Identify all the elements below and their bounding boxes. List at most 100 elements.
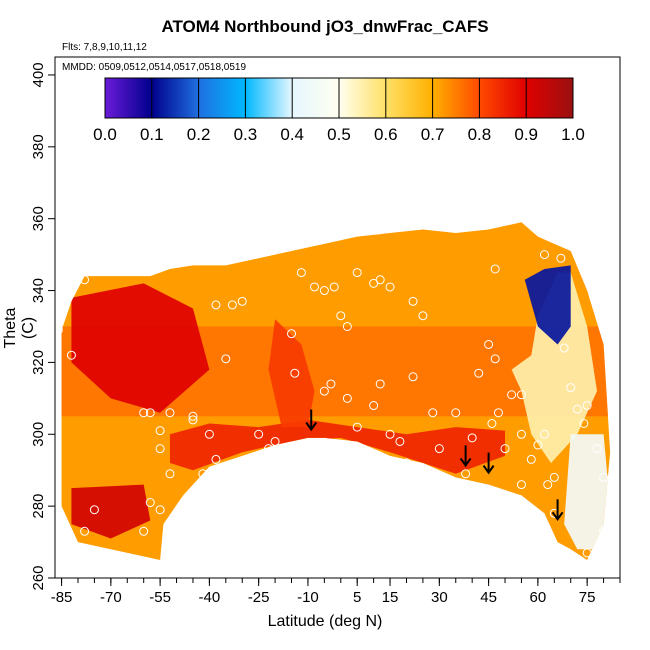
sample-point bbox=[237, 296, 247, 306]
sample-point bbox=[474, 368, 484, 378]
sample-point bbox=[145, 408, 155, 418]
sample-point bbox=[342, 393, 352, 403]
sample-point bbox=[385, 282, 395, 292]
sample-point bbox=[582, 548, 592, 558]
field-region bbox=[71, 484, 151, 539]
axes: -85 -70 -55 -40 -25 -10 5 15 30 45 60 75 260 280 300 32… bbox=[30, 56, 621, 606]
x-tick-label: 30 bbox=[431, 589, 448, 606]
sample-point bbox=[188, 415, 198, 425]
sample-point bbox=[401, 458, 411, 468]
sample-point bbox=[408, 296, 418, 306]
sample-point bbox=[418, 311, 428, 321]
x-tick-label: 5 bbox=[353, 589, 361, 606]
x-tick-label: -55 bbox=[149, 589, 171, 606]
sample-point bbox=[408, 372, 418, 382]
colorbar-tick-label: 0.2 bbox=[187, 125, 211, 144]
sample-point bbox=[516, 390, 526, 400]
sample-point bbox=[369, 401, 379, 411]
sample-point bbox=[375, 275, 385, 285]
sample-point bbox=[533, 440, 543, 450]
sample-point bbox=[490, 354, 500, 364]
sample-point bbox=[89, 505, 99, 515]
sample-point bbox=[80, 526, 90, 536]
sample-point bbox=[53, 325, 63, 335]
sample-point bbox=[428, 408, 438, 418]
sample-point bbox=[227, 300, 237, 310]
sample-point bbox=[395, 436, 405, 446]
field-region bbox=[71, 283, 210, 413]
y-tick-label: 340 bbox=[30, 278, 47, 303]
sample-point bbox=[352, 422, 362, 432]
field-region bbox=[268, 319, 315, 428]
sample-point bbox=[566, 383, 576, 393]
sample-point bbox=[559, 343, 569, 353]
heatmap-field bbox=[61, 222, 611, 561]
sample-point bbox=[155, 426, 165, 436]
colorbar: 0.0 0.1 0.2 0.3 0.4 0.5 0.6 0.7 0.8 0.9 1.0 bbox=[93, 77, 585, 144]
sample-point bbox=[326, 379, 336, 389]
x-tick-label: 45 bbox=[480, 589, 497, 606]
sample-point bbox=[254, 429, 264, 439]
sample-point bbox=[319, 286, 329, 296]
sample-point bbox=[270, 436, 280, 446]
sample-point bbox=[310, 282, 320, 292]
sample-point bbox=[516, 429, 526, 439]
sample-point bbox=[342, 321, 352, 331]
sample-point bbox=[539, 429, 549, 439]
sample-point bbox=[296, 268, 306, 278]
sample-point bbox=[507, 390, 517, 400]
x-tick-label: 60 bbox=[530, 589, 547, 606]
x-axis-label: Latitude (deg N) bbox=[267, 613, 383, 630]
sample-point bbox=[526, 454, 536, 464]
x-tick-label: 15 bbox=[382, 589, 399, 606]
sample-point bbox=[211, 454, 221, 464]
x-tick-label: -70 bbox=[100, 589, 122, 606]
field-region bbox=[564, 434, 611, 550]
sample-point bbox=[329, 282, 339, 292]
arrow-head bbox=[305, 421, 318, 432]
sample-point bbox=[204, 429, 214, 439]
sample-point bbox=[461, 469, 471, 479]
sample-point bbox=[493, 408, 503, 418]
x-tick-label: -85 bbox=[51, 589, 73, 606]
chart-title: ATOM4 Northbound jO3_dnwFrac_CAFS bbox=[161, 17, 489, 36]
sample-point bbox=[572, 404, 582, 414]
sample-point bbox=[290, 368, 300, 378]
flights-annotation: Flts: 7,8,9,10,11,12 bbox=[62, 42, 147, 53]
sample-point bbox=[385, 429, 395, 439]
dates-annotation: MMDD: 0509,0512,0514,0517,0518,0519 bbox=[62, 62, 247, 73]
sample-point bbox=[198, 469, 208, 479]
sample-point bbox=[264, 444, 274, 454]
sample-point bbox=[155, 444, 165, 454]
sample-point bbox=[139, 526, 149, 536]
colorbar-tick-label: 0.7 bbox=[421, 125, 445, 144]
sample-point bbox=[599, 472, 609, 482]
sample-point bbox=[484, 339, 494, 349]
plot-frame bbox=[54, 56, 621, 579]
sample-points bbox=[53, 250, 609, 558]
sample-point bbox=[80, 275, 90, 285]
field-region bbox=[524, 265, 571, 345]
y-tick-label: 300 bbox=[30, 422, 47, 447]
sample-point bbox=[549, 472, 559, 482]
sample-point bbox=[579, 418, 589, 428]
colorbar-tick-label: 0.4 bbox=[280, 125, 304, 144]
sample-point bbox=[434, 444, 444, 454]
sample-point bbox=[543, 480, 553, 490]
tropopause-arrows bbox=[305, 409, 564, 522]
field-region bbox=[169, 419, 506, 474]
colorbar-tick-label: 0.8 bbox=[468, 125, 492, 144]
sample-point bbox=[467, 433, 477, 443]
sample-point bbox=[172, 519, 182, 529]
sample-point bbox=[375, 379, 385, 389]
sample-point bbox=[211, 300, 221, 310]
sample-point bbox=[516, 480, 526, 490]
sample-point bbox=[155, 505, 165, 515]
x-tick-label: -10 bbox=[297, 589, 319, 606]
sample-point bbox=[188, 411, 198, 421]
sample-point bbox=[582, 401, 592, 411]
sample-point bbox=[599, 526, 609, 536]
sample-point bbox=[556, 253, 566, 263]
colorbar-tick-label: 0.3 bbox=[234, 125, 258, 144]
